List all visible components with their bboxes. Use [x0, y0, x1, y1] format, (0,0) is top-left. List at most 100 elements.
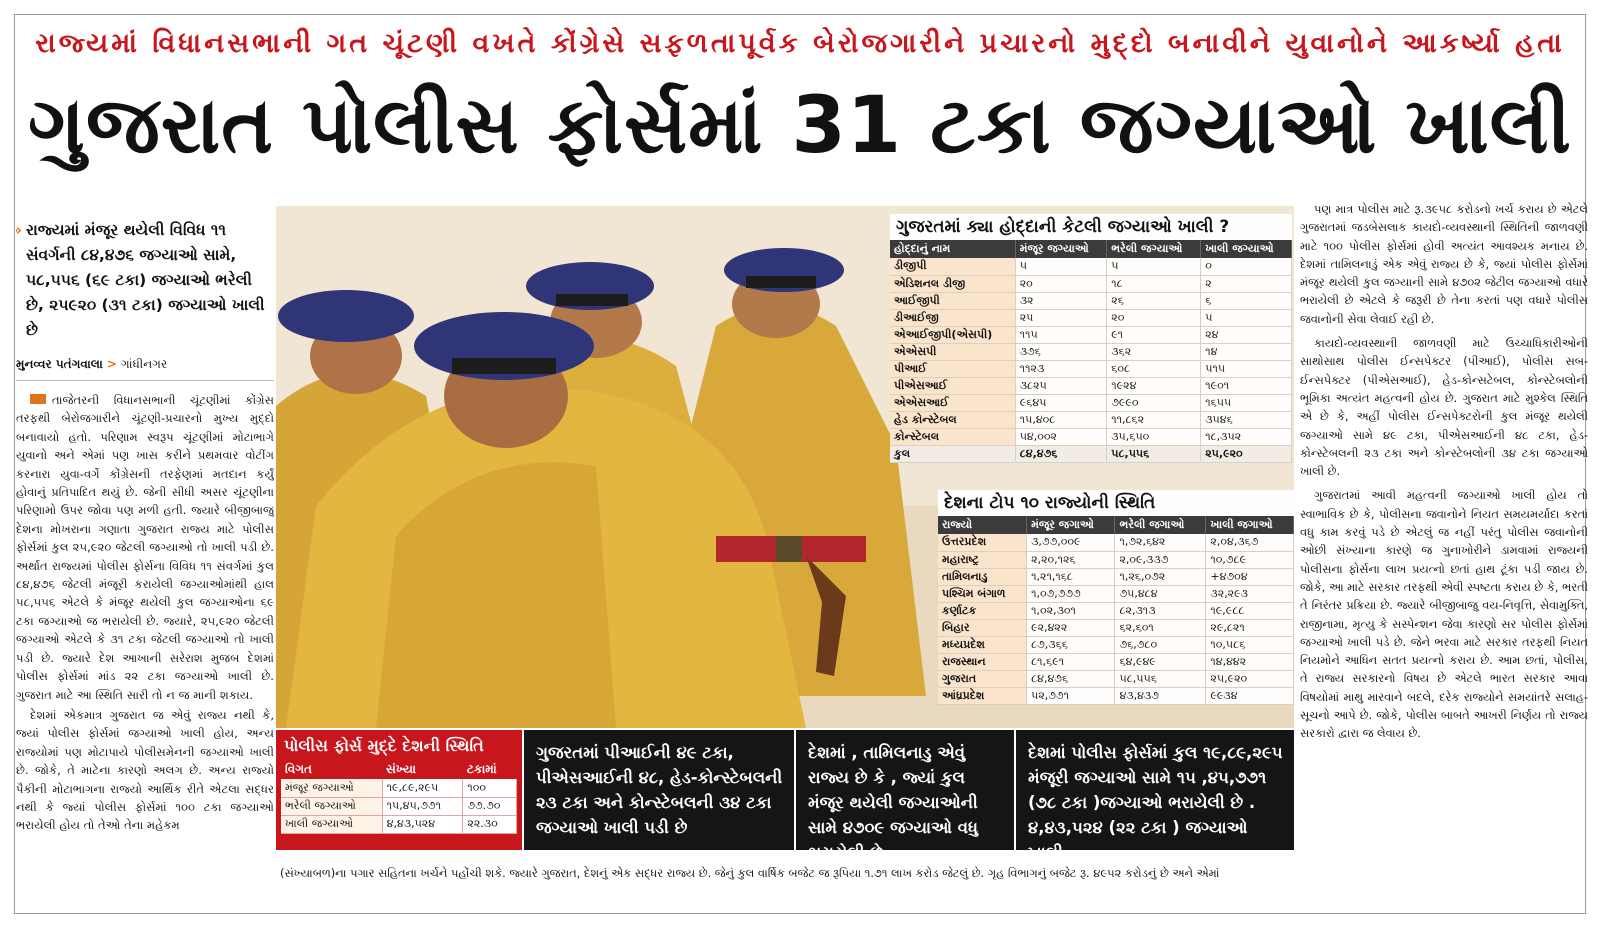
table-cell: ૧૧૫ — [1015, 326, 1108, 344]
column-header: રાજ્યો — [938, 516, 1028, 534]
table-row: તામિલનાડુ ૧,૨૧,૧૬૮ ૧,૨૬,૦૭૨ +૪૭૦૪ — [938, 568, 1294, 586]
column-header: ખાલી જગાઓ — [1205, 516, 1294, 534]
column-header: ભરેલી જગાઓ — [1114, 516, 1207, 534]
table-header-row: હોદ્દાનું નામ મંજૂર જગ્યાઓ ભરેલી જગ્યાઓ … — [890, 240, 1292, 258]
row-label-cell: તામિલનાડુ — [938, 568, 1028, 586]
table-cell: ૫૨,૭૭૧ — [1026, 687, 1116, 705]
table-cell: ૬૦૮ — [1106, 360, 1202, 378]
chevron-right-icon: » — [16, 218, 22, 243]
table-cell: ૫૮,૫૫૬ — [1114, 670, 1207, 688]
table-cell: ૧૯,૮૯,૨૯૫ — [382, 779, 464, 798]
table-cell: ૬૪,૯૪૯ — [1114, 653, 1207, 671]
table-cell: ૪,૪૩,૫૨૪ — [382, 815, 464, 834]
table-body: ડીજીપી ૫ ૫ ૦ એડિશનલ ડીજી ૨૦ ૧૮ ૨ આઈજીપી ૩૨ ૨૬ ૬ ડીઆઈ… — [890, 258, 1292, 463]
table-body: મંજૂર જગ્યાઓ ૧૯,૮૯,૨૯૫ ૧૦૦ ભરેલી જગ્યાઓ ૧૫,૪… — [281, 779, 517, 834]
table-cell: ૫ — [1200, 309, 1292, 327]
row-label-cell: રાજસ્થાન — [938, 653, 1028, 671]
highlight-box-1: ગુજરતમાં પીઆઈની ૪૯ ટકા, પીએસઆઈની ૪૮, હેડ… — [524, 730, 794, 850]
table-title: ગુજરતમાં ક્યા હોદ્દાની કેટલી જગ્યાઓ ખાલી… — [896, 217, 1230, 237]
table-cell: ૩૬૨ — [1106, 343, 1202, 361]
table-cell: ૧૦,૫૮૬ — [1205, 636, 1294, 654]
table-cell: ૧,૭૨,૬૪૨ — [1114, 534, 1207, 552]
table-row: મંજૂર જગ્યાઓ ૧૯,૮૯,૨૯૫ ૧૦૦ — [281, 779, 517, 798]
divider — [16, 380, 274, 381]
table-cell: +૪૭૦૪ — [1205, 568, 1294, 586]
kicker-line: રાજ્યમાં વિધાનસભાની ગત ચૂંટણી વખતે કોંગ્… — [35, 28, 1565, 59]
table-body: ઉત્તરપ્રદેશ ૩,૭૭,૦૦૯ ૧,૭૨,૬૪૨ ૨,૦૪,૩૬૭ મહારા… — [938, 534, 1294, 705]
table-cell: ૧૮ — [1106, 275, 1202, 293]
paragraph: પણ માત્ર પોલીસ માટે રૂ.૩૯૫૮ કરોડનો ખર્ચ … — [1300, 202, 1588, 326]
gujarat-vacancy-table: ગુજરતમાં ક્યા હોદ્દાની કેટલી જગ્યાઓ ખાલી… — [890, 214, 1292, 463]
table-cell: ૨૨.૩૦ — [462, 815, 517, 834]
paragraph: ગુજરાતમાં આવી મહત્વની જગ્યાઓ ખાલી હોય તો… — [1300, 488, 1588, 741]
table-cell: ૨૦ — [1015, 275, 1108, 293]
national-status-box: પોલીસ ફોર્સ મુદ્દે દેશની સ્થિતિ વિગત સંખ… — [276, 730, 522, 850]
summary-text: રાજ્યમાં મંજૂર થયેલી વિવિધ ૧૧ સંવર્ગની ૮… — [26, 221, 265, 339]
table-cell: ૯૧ — [1106, 326, 1202, 344]
table-cell: ૯૯૩૪ — [1205, 687, 1294, 705]
table-cell: ૩૫,૬૫૦ — [1106, 428, 1202, 446]
table-cell: ૧,૨૧,૧૬૮ — [1026, 568, 1116, 586]
column-header: સંખ્યા — [382, 760, 463, 779]
table-row: આંધ્રપ્રદેશ ૫૨,૭૭૧ ૪૩,૪૩૭ ૯૯૩૪ — [938, 687, 1294, 705]
table-cell: ૯૬૪૫ — [1015, 394, 1108, 412]
table-row: ઉત્તરપ્રદેશ ૩,૭૭,૦૦૯ ૧,૭૨,૬૪૨ ૨,૦૪,૩૬૭ — [938, 534, 1294, 552]
table-cell: ૩૫૪૬ — [1200, 411, 1292, 429]
table-cell: ૨ — [1200, 275, 1292, 293]
table: વિગત સંખ્યા ટકામાં મંજૂર જગ્યાઓ ૧૯,૮૯,૨૯૫… — [281, 760, 517, 834]
table-row: પશ્ચિમ બંગાળ ૧,૦૭,૭૭૭ ૭૫,૪૮૪ ૩૨,૨૯૩ — [938, 585, 1294, 603]
table-header-row: રાજ્યો મંજૂર જગાઓ ભરેલી જગાઓ ખાલી જગાઓ — [938, 516, 1294, 534]
table-cell: ૨૫,૯૨૦ — [1205, 670, 1294, 688]
table-row: એડિશનલ ડીજી ૨૦ ૧૮ ૨ — [890, 275, 1292, 293]
row-label-cell: બિહાર — [938, 619, 1028, 637]
highlight-box-3: દેશમાં પોલીસ ફોર્સમાં કુલ ૧૯,૮૯,૨૯૫ મંજૂ… — [1016, 730, 1294, 850]
table-row: આઈજીપી ૩૨ ૨૬ ૬ — [890, 292, 1292, 310]
table-header-row: વિગત સંખ્યા ટકામાં — [281, 760, 517, 779]
row-label-cell: એઆઈજીપી(એસપી) — [890, 326, 1016, 344]
byline-place: ગાંધીનગર — [120, 357, 168, 371]
table-cell: ૫ — [1106, 258, 1202, 276]
table-title: દેશના ટોપ ૧૦ રાજ્યોની સ્થિતિ — [944, 493, 1156, 513]
table: હોદ્દાનું નામ મંજૂર જગ્યાઓ ભરેલી જગ્યાઓ … — [890, 240, 1292, 463]
row-label-cell: મધ્યપ્રદેશ — [938, 636, 1028, 654]
table-row: પીઆઈ ૧૧૨૩ ૬૦૮ ૫૧૫ — [890, 360, 1292, 378]
table-row: ડીઆઈજી ૨૫ ૨૦ ૫ — [890, 309, 1292, 327]
byline: મુનવ્વર પતંગવાલા > ગાંધીનગર — [16, 357, 274, 372]
table-row: રાજસ્થાન ૮૧,૬૯૧ ૬૪,૯૪૯ ૧૪,૪૪૨ — [938, 653, 1294, 671]
column-header: ભરેલી જગ્યાઓ — [1106, 240, 1202, 258]
summary-block: » રાજ્યમાં મંજૂર થયેલી વિવિધ ૧૧ સંવર્ગની… — [16, 218, 274, 343]
table-cell: ૩૮૨૫ — [1015, 377, 1108, 395]
table-cell: ૯૨,૪૨૨ — [1026, 619, 1116, 637]
paragraph-text: તાજેતરની વિધાનસભાની ચૂંટણીમાં કોંગ્રેસ ત… — [16, 393, 274, 702]
table-row: એઆઈજીપી(એસપી) ૧૧૫ ૯૧ ૨૪ — [890, 326, 1292, 344]
row-label-cell: હેડ કોન્સ્ટેબલ — [890, 411, 1016, 429]
table-cell: ૩૭૬ — [1015, 343, 1108, 361]
table-cell: ૭૭.૭૦ — [462, 797, 517, 816]
table-row: કોન્સ્ટેબલ ૫૪,૦૦૨ ૩૫,૬૫૦ ૧૮,૩૫૨ — [890, 428, 1292, 446]
table-cell: ૧,૦૨,૩૦૧ — [1026, 602, 1116, 620]
table-cell: ૮૭,૩૬૬ — [1026, 636, 1116, 654]
table-cell: ૨૪ — [1200, 326, 1292, 344]
table-cell: ૦ — [1200, 258, 1292, 276]
row-label-cell: ભરેલી જગ્યાઓ — [281, 797, 383, 816]
table-row: ગુજરાત ૮૪,૪૭૬ ૫૮,૫૫૬ ૨૫,૯૨૦ — [938, 670, 1294, 688]
table-row: એએસઆઈ ૯૬૪૫ ૭૯૯૦ ૧૬૫૫ — [890, 394, 1292, 412]
table-cell: ૧૧,૮૬૨ — [1106, 411, 1202, 429]
table-cell: ૫૮,૫૫૬ — [1106, 445, 1202, 463]
row-label-cell: પીએસઆઈ — [890, 377, 1016, 395]
row-label-cell: મહારાષ્ટ્ર — [938, 551, 1028, 569]
table-cell: ૧,૨૬,૦૭૨ — [1114, 568, 1207, 586]
table-cell: ૪૩,૪૩૭ — [1114, 687, 1207, 705]
table: રાજ્યો મંજૂર જગાઓ ભરેલી જગાઓ ખાલી જગાઓ ઉ… — [938, 516, 1294, 705]
row-label-cell: ખાલી જગ્યાઓ — [281, 815, 383, 834]
table-cell: ૩,૭૭,૦૦૯ — [1026, 534, 1116, 552]
table-cell: ૩૨,૨૯૩ — [1205, 585, 1294, 603]
byline-author: મુનવ્વર પતંગવાલા — [16, 357, 103, 371]
row-label-cell: ડીજીપી — [890, 258, 1016, 276]
row-label-cell: પશ્ચિમ બંગાળ — [938, 585, 1028, 603]
left-column: » રાજ્યમાં મંજૂર થયેલી વિવિધ ૧૧ સંવર્ગની… — [16, 218, 274, 908]
table-cell: ૬૨,૬૦૧ — [1114, 619, 1207, 637]
continued-text-line: (સંખ્યાબળ)ના પગાર સહિતના ખર્ચને પહોંચી શ… — [280, 866, 1220, 880]
police-illustration: ગુજરતમાં ક્યા હોદ્દાની કેટલી જગ્યાઓ ખાલી… — [276, 206, 1294, 728]
